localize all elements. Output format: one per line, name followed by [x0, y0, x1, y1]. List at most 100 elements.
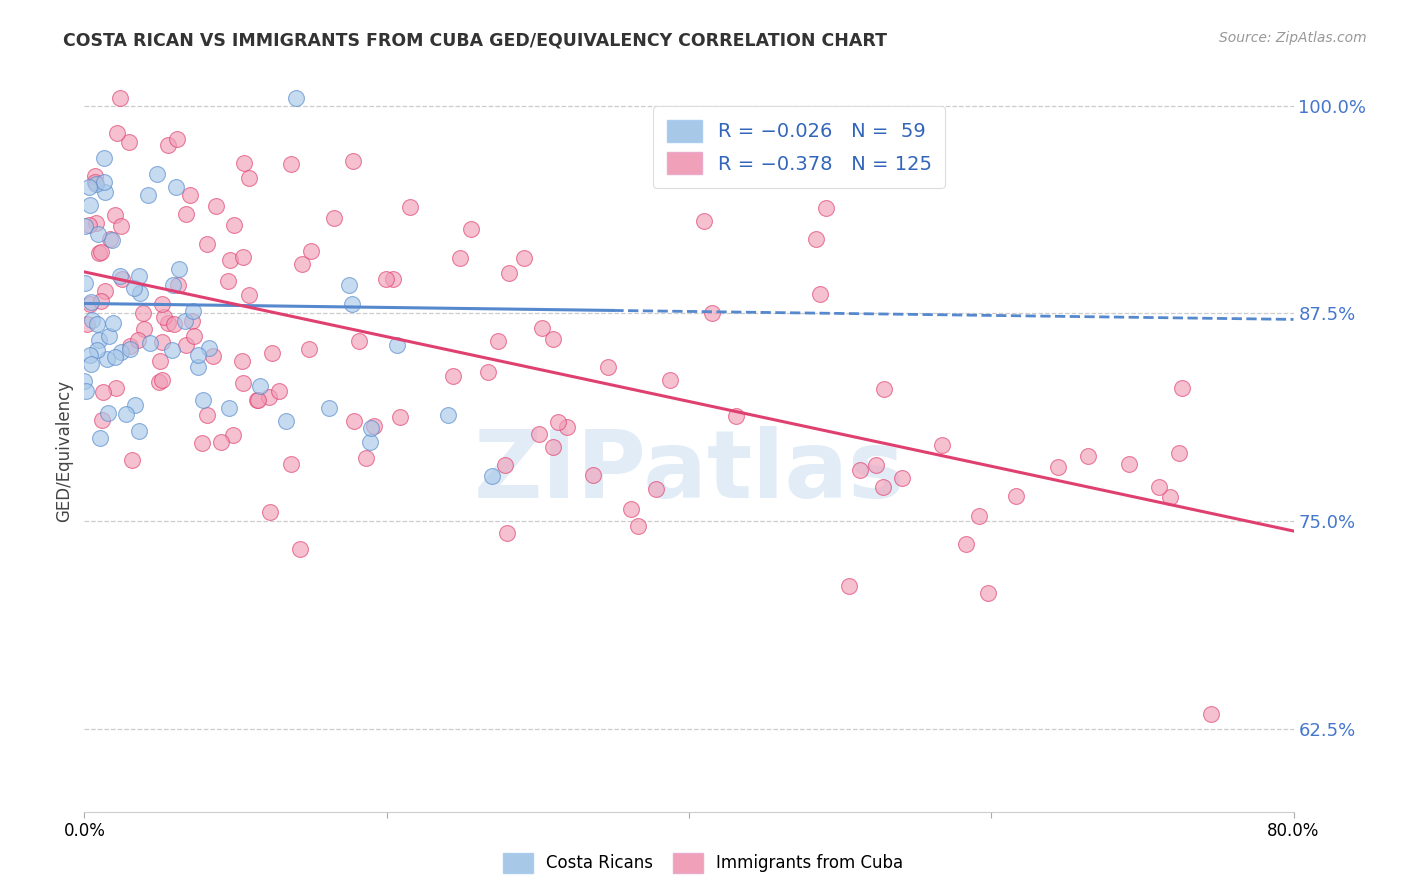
Point [231, 354, 253, 368]
Point [121, 453, 143, 467]
Point [183, 328, 205, 343]
Point [111, 271, 134, 285]
Point [128, 424, 150, 438]
Point [360, 421, 382, 435]
Point [385, 338, 408, 352]
Point [84, 169, 107, 183]
Point [89, 334, 111, 348]
Point [118, 135, 141, 149]
Text: ZIPatlas: ZIPatlas [474, 426, 904, 518]
Point [108, 268, 131, 283]
Point [209, 435, 232, 450]
Point [246, 393, 269, 408]
Point [1199, 706, 1222, 721]
Point [298, 342, 321, 356]
Point [93, 175, 115, 189]
Point [460, 222, 482, 236]
Point [75, 276, 97, 290]
Point [148, 375, 170, 389]
Point [354, 450, 377, 465]
Point [93, 151, 115, 165]
Point [232, 250, 254, 264]
Point [205, 199, 228, 213]
Y-axis label: GED/Equivalency: GED/Equivalency [55, 379, 73, 522]
Point [343, 414, 366, 428]
Point [232, 376, 254, 391]
Point [139, 335, 162, 350]
Point [174, 338, 197, 352]
Point [1159, 491, 1181, 505]
Point [494, 458, 516, 472]
Point [132, 322, 155, 336]
Point [274, 414, 297, 428]
Point [872, 480, 894, 494]
Point [105, 126, 128, 140]
Point [290, 542, 312, 557]
Point [233, 156, 256, 170]
Point [156, 316, 179, 330]
Point [110, 345, 132, 359]
Point [163, 318, 186, 332]
Point [238, 287, 260, 301]
Point [160, 343, 183, 358]
Point [103, 208, 125, 222]
Point [389, 409, 412, 424]
Point [1004, 489, 1026, 503]
Point [547, 416, 569, 430]
Point [167, 261, 190, 276]
Point [449, 251, 471, 265]
Point [342, 153, 364, 168]
Point [104, 350, 127, 364]
Point [477, 365, 499, 379]
Point [87, 227, 110, 241]
Point [218, 252, 240, 267]
Point [195, 408, 218, 422]
Point [176, 206, 198, 220]
Point [224, 218, 246, 232]
Text: COSTA RICAN VS IMMIGRANTS FROM CUBA GED/EQUIVALENCY CORRELATION CHART: COSTA RICAN VS IMMIGRANTS FROM CUBA GED/… [63, 31, 887, 49]
Point [806, 232, 828, 246]
Point [280, 157, 302, 171]
Point [105, 381, 128, 395]
Point [693, 214, 716, 228]
Point [97, 406, 120, 420]
Point [120, 339, 142, 353]
Point [217, 274, 239, 288]
Point [94, 284, 117, 298]
Point [73, 219, 96, 234]
Point [838, 579, 860, 593]
Point [238, 170, 260, 185]
Point [246, 392, 269, 407]
Point [815, 201, 838, 215]
Point [527, 427, 550, 442]
Point [374, 272, 396, 286]
Point [658, 373, 681, 387]
Point [149, 354, 172, 368]
Point [127, 333, 149, 347]
Point [89, 294, 111, 309]
Point [496, 526, 519, 541]
Point [75, 384, 97, 399]
Point [181, 314, 204, 328]
Point [865, 458, 887, 472]
Point [80, 312, 103, 326]
Point [76, 317, 98, 331]
Point [77, 218, 100, 232]
Point [84, 175, 107, 189]
Point [124, 281, 146, 295]
Point [260, 345, 283, 359]
Point [150, 296, 173, 310]
Point [138, 188, 160, 202]
Point [191, 436, 214, 450]
Text: Source: ZipAtlas.com: Source: ZipAtlas.com [1219, 31, 1367, 45]
Point [582, 468, 605, 483]
Point [84, 216, 107, 230]
Point [486, 334, 509, 349]
Point [153, 310, 176, 325]
Point [347, 334, 370, 348]
Point [79, 358, 101, 372]
Point [120, 342, 142, 356]
Point [98, 232, 121, 246]
Point [1168, 446, 1191, 460]
Point [145, 167, 167, 181]
